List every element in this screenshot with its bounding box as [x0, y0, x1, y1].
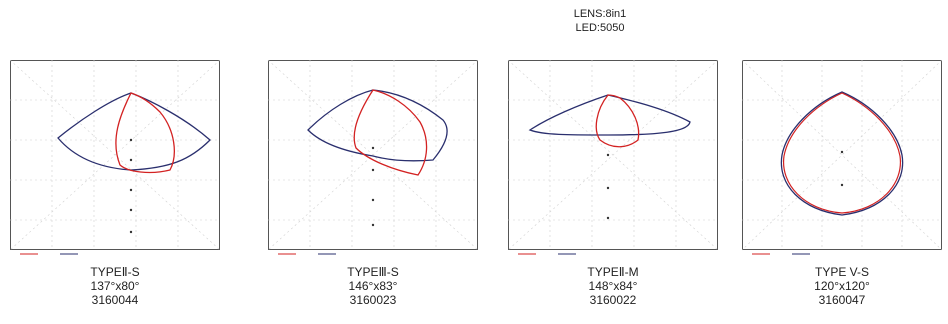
diagram-type: TYPEⅡ-S [90, 265, 140, 279]
diagram-code: 3160047 [818, 293, 866, 307]
diagram-code: 3160023 [349, 293, 397, 307]
diagram-caption-3: TYPEⅡ-M 148°x84° 3160022 [508, 265, 718, 307]
light-distribution-diagram-3 [508, 60, 718, 260]
diagram-angle: 120°x120° [814, 279, 870, 293]
diagram-caption-2: TYPEⅢ-S 146°x83° 3160023 [268, 265, 478, 307]
diagram-caption-4: TYPE V-S 120°x120° 3160047 [737, 265, 947, 307]
led-label: LED:5050 [575, 22, 625, 34]
diagram-type: TYPEⅡ-M [587, 265, 639, 279]
isolux-grid-icon [10, 60, 220, 255]
light-distribution-diagram-2 [268, 60, 478, 260]
lens-label: LENS:8in1 [573, 8, 627, 20]
diagram-angle: 146°x83° [348, 279, 398, 293]
diagram-type: TYPE V-S [814, 265, 870, 279]
diagram-type: TYPEⅢ-S [347, 265, 399, 279]
light-distribution-diagram-1 [10, 60, 220, 260]
lens-led-header: LENS:8in1 LED:5050 [520, 7, 680, 35]
diagram-code: 3160022 [589, 293, 637, 307]
light-distribution-diagram-4 [742, 60, 948, 260]
diagram-angle: 148°x84° [588, 279, 638, 293]
isolux-grid-icon [268, 60, 478, 255]
isolux-grid-icon [508, 60, 718, 255]
isolux-grid-icon [742, 60, 942, 255]
diagram-caption-1: TYPEⅡ-S 137°x80° 3160044 [10, 265, 220, 307]
diagram-angle: 137°x80° [90, 279, 140, 293]
diagram-code: 3160044 [91, 293, 139, 307]
